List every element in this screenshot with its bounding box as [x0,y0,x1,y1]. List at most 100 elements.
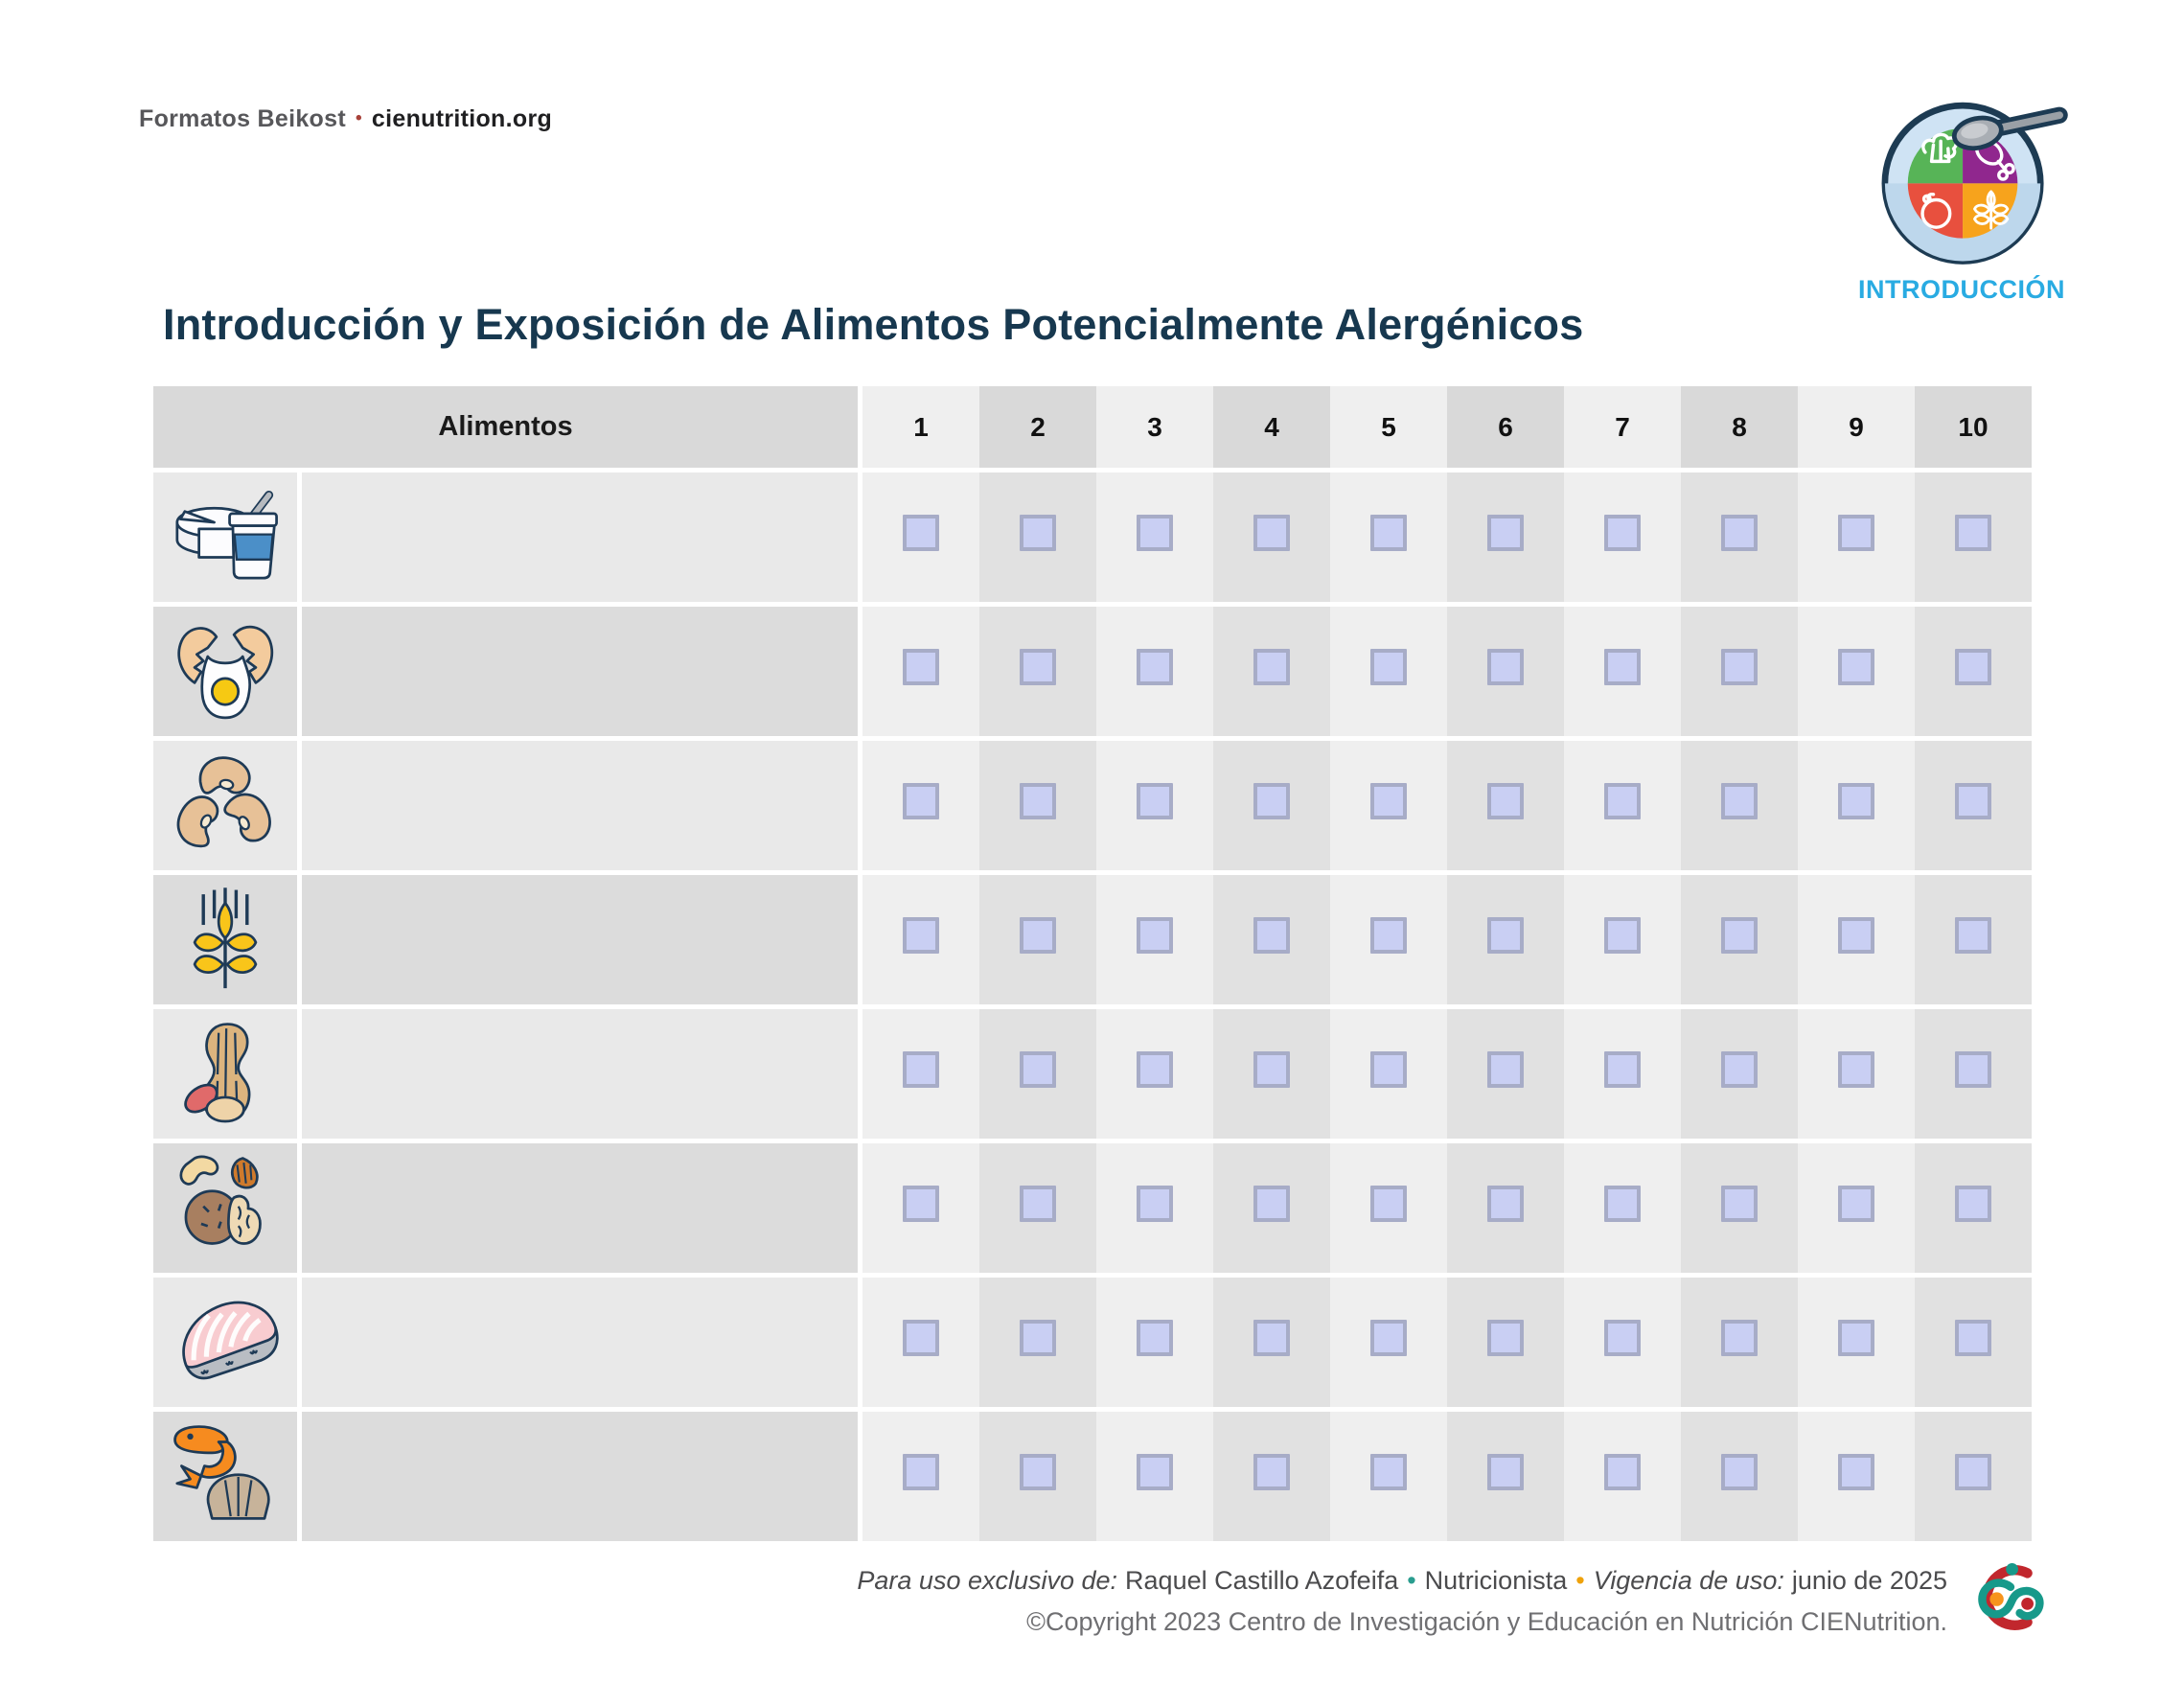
exposure-checkbox[interactable] [1137,1320,1173,1356]
exposure-cell [979,1412,1096,1541]
exposure-checkbox[interactable] [903,649,939,685]
intro-badge-label: INTRODUCCIÓN [1858,275,2065,304]
exposure-checkbox[interactable] [903,515,939,551]
footer: Para uso exclusivo de: Raquel Castillo Az… [857,1566,1947,1637]
exposure-checkbox[interactable] [1604,783,1641,819]
exposure-checkbox[interactable] [1604,515,1641,551]
exposure-checkbox[interactable] [1955,649,1991,685]
exposure-checkbox[interactable] [1253,1320,1290,1356]
exposure-checkbox[interactable] [1253,783,1290,819]
exposure-checkbox[interactable] [1955,783,1991,819]
exposure-checkbox[interactable] [1253,917,1290,954]
exposure-checkbox[interactable] [1604,1186,1641,1222]
exposure-checkbox[interactable] [1370,1051,1407,1088]
exposure-checkbox[interactable] [1253,1051,1290,1088]
exposure-checkbox[interactable] [1020,649,1056,685]
exposure-checkbox[interactable] [1604,917,1641,954]
exposure-checkbox[interactable] [1838,1320,1874,1356]
exposure-checkbox[interactable] [1955,1320,1991,1356]
exposure-checkbox[interactable] [1370,1320,1407,1356]
exposure-checkbox[interactable] [1955,515,1991,551]
food-name-field[interactable] [302,1278,858,1407]
exposure-checkbox[interactable] [1955,917,1991,954]
exposure-checkbox[interactable] [1020,917,1056,954]
exposure-checkbox[interactable] [1487,1051,1524,1088]
exposure-checkbox[interactable] [1721,515,1758,551]
exposure-checkbox[interactable] [1721,783,1758,819]
exposure-checkbox[interactable] [1487,917,1524,954]
exposure-checkbox[interactable] [1838,649,1874,685]
exposure-checkbox[interactable] [1370,783,1407,819]
exposure-checkbox[interactable] [1370,649,1407,685]
food-name-field[interactable] [302,1412,858,1541]
exposure-checkbox[interactable] [1137,1051,1173,1088]
exposure-checkbox[interactable] [903,1454,939,1490]
exposure-checkbox[interactable] [1370,1454,1407,1490]
food-name-field[interactable] [302,607,858,736]
exposure-checkbox[interactable] [1020,1051,1056,1088]
exposure-checkbox[interactable] [1137,1454,1173,1490]
exposure-checkbox[interactable] [1487,783,1524,819]
exposure-checkbox[interactable] [1137,649,1173,685]
exposure-checkbox[interactable] [1604,1051,1641,1088]
exposure-checkbox[interactable] [1838,515,1874,551]
exposure-checkbox[interactable] [1721,917,1758,954]
exposure-checkbox[interactable] [1370,515,1407,551]
exposure-checkbox[interactable] [1955,1454,1991,1490]
exposure-checkbox[interactable] [1838,1051,1874,1088]
exposure-checkbox[interactable] [1253,515,1290,551]
brand-site-link[interactable]: cienutrition.org [371,105,553,132]
exposure-checkbox[interactable] [1137,783,1173,819]
exposure-checkbox[interactable] [1253,649,1290,685]
exposure-checkbox[interactable] [903,783,939,819]
exposure-cell [1798,607,1915,736]
exposure-checkbox[interactable] [1838,1454,1874,1490]
exposure-checkbox[interactable] [1721,649,1758,685]
exposure-checkbox[interactable] [903,1051,939,1088]
exposure-checkbox[interactable] [1137,515,1173,551]
exposure-cell [1213,1143,1330,1273]
exposure-checkbox[interactable] [1487,1320,1524,1356]
exposure-checkbox[interactable] [1721,1454,1758,1490]
exposure-checkbox[interactable] [1721,1051,1758,1088]
exposure-checkbox[interactable] [1487,649,1524,685]
exposure-checkbox[interactable] [1370,917,1407,954]
exposure-checkbox[interactable] [1604,1320,1641,1356]
exposure-cell [1213,875,1330,1004]
exposure-checkbox[interactable] [1838,783,1874,819]
exposure-checkbox[interactable] [903,1320,939,1356]
exposure-checkbox[interactable] [1487,1186,1524,1222]
exposure-checkbox[interactable] [1137,917,1173,954]
exposure-cell [1681,741,1798,870]
exposure-checkbox[interactable] [1487,1454,1524,1490]
exposure-checkbox[interactable] [1020,1320,1056,1356]
exposure-checkbox[interactable] [1487,515,1524,551]
exposure-checkbox[interactable] [1955,1186,1991,1222]
table-header-row: Alimentos 1 2 3 4 5 6 7 8 9 10 [153,386,2032,468]
food-name-field[interactable] [302,472,858,602]
food-name-field[interactable] [302,1009,858,1139]
exposure-checkbox[interactable] [1721,1186,1758,1222]
exposure-checkbox[interactable] [1838,1186,1874,1222]
exposure-cell [1564,1412,1681,1541]
exposure-checkbox[interactable] [1253,1454,1290,1490]
exposure-checkbox[interactable] [903,1186,939,1222]
exposure-cell [1213,1412,1330,1541]
exposure-checkbox[interactable] [1370,1186,1407,1222]
exposure-checkbox[interactable] [1020,515,1056,551]
exposure-checkbox[interactable] [1137,1186,1173,1222]
food-name-field[interactable] [302,1143,858,1273]
exposure-checkbox[interactable] [1020,1186,1056,1222]
food-name-field[interactable] [302,741,858,870]
exposure-checkbox[interactable] [1020,1454,1056,1490]
exposure-checkbox[interactable] [1721,1320,1758,1356]
exposure-checkbox[interactable] [1838,917,1874,954]
exposure-checkbox[interactable] [1604,1454,1641,1490]
food-name-field[interactable] [302,875,858,1004]
exposure-checkbox[interactable] [1604,649,1641,685]
exposure-cell [1096,1009,1213,1139]
exposure-checkbox[interactable] [1020,783,1056,819]
exposure-checkbox[interactable] [1253,1186,1290,1222]
exposure-checkbox[interactable] [903,917,939,954]
exposure-checkbox[interactable] [1955,1051,1991,1088]
